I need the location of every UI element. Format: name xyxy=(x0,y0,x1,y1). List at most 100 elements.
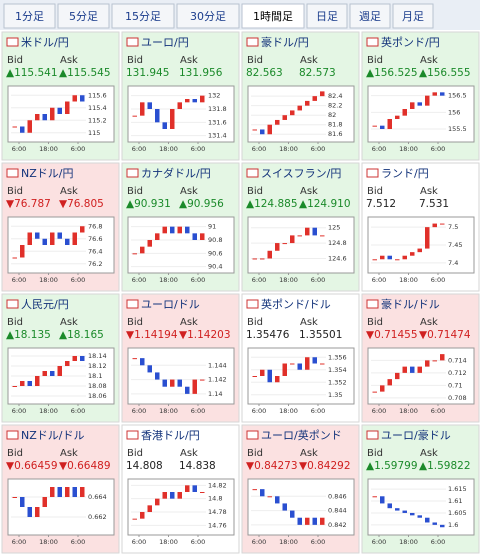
pair-name[interactable]: ユーロ/ドル xyxy=(141,298,200,311)
x-tick-label: 6:00 xyxy=(431,407,446,415)
candle xyxy=(20,381,25,386)
tab-label[interactable]: 30分足 xyxy=(190,10,226,23)
candle xyxy=(320,235,325,237)
candle xyxy=(200,379,205,381)
tab-label[interactable]: 15分足 xyxy=(125,10,161,23)
bid-label: Bid xyxy=(127,186,143,197)
y-tick-label: 131.8 xyxy=(208,105,227,113)
candle xyxy=(395,115,400,119)
y-tick-label: 124.6 xyxy=(328,254,347,262)
candle xyxy=(50,487,55,497)
tab[interactable] xyxy=(176,3,240,29)
candle xyxy=(267,369,272,383)
y-tick-label: 91 xyxy=(208,223,216,231)
y-tick-label: 115.4 xyxy=(88,104,107,112)
pair-name[interactable]: 豪ドル/ドル xyxy=(381,297,440,311)
flag-icon xyxy=(246,299,259,309)
candle xyxy=(275,496,280,504)
candle xyxy=(177,226,182,234)
tab-label[interactable]: 日足 xyxy=(316,10,338,23)
candle xyxy=(380,385,385,392)
pair-name[interactable]: 英ポンド/ドル xyxy=(261,297,331,311)
pair-name[interactable]: ランド/円 xyxy=(381,167,429,180)
ask-label: Ask xyxy=(60,55,78,66)
tab-label[interactable]: 1分足 xyxy=(15,10,44,23)
pair-name[interactable]: スイスフラン/円 xyxy=(261,167,341,180)
flag-icon xyxy=(6,430,19,440)
candle xyxy=(320,91,325,97)
candle xyxy=(192,99,197,103)
pair-name[interactable]: ユーロ/英ポンド xyxy=(261,428,342,442)
tab[interactable] xyxy=(349,3,391,29)
tab[interactable] xyxy=(241,3,305,29)
candle xyxy=(65,101,70,114)
bid-label: Bid xyxy=(7,186,23,197)
y-tick-label: 7.5 xyxy=(448,223,458,231)
tab[interactable] xyxy=(3,3,56,29)
candle xyxy=(395,259,400,261)
chart-box xyxy=(127,347,235,405)
pair-name[interactable]: 人民元/円 xyxy=(21,298,69,311)
x-tick-label: 6:00 xyxy=(191,276,206,284)
ask-label: Ask xyxy=(420,55,438,66)
candle xyxy=(417,366,422,373)
pair-name[interactable]: 豪ドル/円 xyxy=(261,35,309,49)
candle xyxy=(282,115,287,120)
candle xyxy=(380,125,385,129)
candle xyxy=(252,258,257,260)
pair-name[interactable]: NZドル/円 xyxy=(21,167,73,180)
ask-label: Ask xyxy=(60,448,78,459)
ask-label: Ask xyxy=(180,317,198,328)
candle xyxy=(282,503,287,511)
x-tick-label: 18:00 xyxy=(159,538,178,546)
y-tick-label: 0.846 xyxy=(328,492,347,500)
candle xyxy=(387,503,392,509)
ask-value: ▼0.66489 xyxy=(59,460,111,472)
ask-value: ▼76.805 xyxy=(59,198,104,210)
x-tick-label: 18:00 xyxy=(399,145,418,153)
x-tick-label: 6:00 xyxy=(252,407,267,415)
bid-label: Bid xyxy=(127,55,143,66)
pair-name[interactable]: 英ポンド/円 xyxy=(381,35,440,49)
ask-value: ▲90.956 xyxy=(179,198,224,210)
pair-name[interactable]: 香港ドル/円 xyxy=(141,429,200,442)
tab[interactable] xyxy=(111,3,175,29)
pair-name[interactable]: カナダドル/円 xyxy=(141,166,211,180)
tab-label[interactable]: 月足 xyxy=(402,10,424,23)
candle xyxy=(35,232,40,239)
x-tick-label: 18:00 xyxy=(159,145,178,153)
tab-label[interactable]: 5分足 xyxy=(69,10,98,23)
candle xyxy=(320,517,325,525)
bid-value: 7.512 xyxy=(366,198,396,210)
candle xyxy=(290,110,295,116)
y-tick-label: 81.6 xyxy=(328,130,342,138)
candle xyxy=(425,517,430,523)
candle xyxy=(50,371,55,376)
candle xyxy=(147,365,152,373)
y-tick-label: 90.4 xyxy=(208,263,222,271)
candle xyxy=(27,507,32,517)
candle xyxy=(140,102,145,116)
pair-name[interactable]: ユーロ/円 xyxy=(141,36,189,49)
tab[interactable] xyxy=(392,3,434,29)
candle xyxy=(170,109,175,129)
tab[interactable] xyxy=(57,3,110,29)
pair-name[interactable]: ユーロ/豪ドル xyxy=(381,428,451,442)
chart-box xyxy=(367,347,475,405)
pair-name[interactable]: NZドル/ドル xyxy=(21,429,84,442)
candle xyxy=(372,391,377,393)
pair-name[interactable]: 米ドル/円 xyxy=(21,36,69,49)
candle xyxy=(387,255,392,260)
candle xyxy=(200,233,205,240)
tab-label[interactable]: 週足 xyxy=(359,10,381,23)
candle xyxy=(395,372,400,380)
x-tick-label: 6:00 xyxy=(191,145,206,153)
bid-value: ▲156.525 xyxy=(366,67,418,79)
tab[interactable] xyxy=(306,3,348,29)
ask-value: ▲124.910 xyxy=(299,198,351,210)
y-tick-label: 14.8 xyxy=(208,495,222,503)
candle xyxy=(417,102,422,106)
x-tick-label: 18:00 xyxy=(279,407,298,415)
tab-label[interactable]: 1時間足 xyxy=(253,10,293,23)
flag-icon xyxy=(246,430,259,440)
